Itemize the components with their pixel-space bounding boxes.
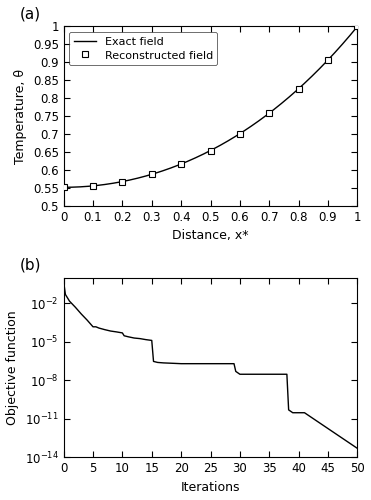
Legend: Exact field, Reconstructed field: Exact field, Reconstructed field [69,32,217,65]
Reconstructed field [91,183,95,189]
Y-axis label: Objective function: Objective function [6,310,19,425]
Reconstructed field [179,161,183,167]
Text: (a): (a) [20,6,41,21]
Line: Reconstructed field: Reconstructed field [60,24,361,190]
Reconstructed field [208,148,213,154]
Exact field [203,150,207,156]
Reconstructed field [62,184,66,190]
Exact field [201,151,206,157]
Y-axis label: Temperature, θ: Temperature, θ [14,69,27,164]
Reconstructed field [120,178,125,184]
X-axis label: Iterations: Iterations [181,480,240,494]
Exact field [236,132,241,138]
Exact field [220,141,225,147]
Exact field [302,80,306,86]
Exact field [348,32,352,38]
Exact field [62,184,66,190]
Text: (b): (b) [20,258,41,272]
X-axis label: Distance, x*: Distance, x* [172,230,249,242]
Reconstructed field [150,172,154,177]
Reconstructed field [267,110,272,116]
Line: Exact field: Exact field [64,26,357,188]
Exact field [355,24,359,30]
Reconstructed field [296,86,301,91]
Reconstructed field [355,24,359,30]
Reconstructed field [326,57,330,63]
Reconstructed field [238,130,242,136]
